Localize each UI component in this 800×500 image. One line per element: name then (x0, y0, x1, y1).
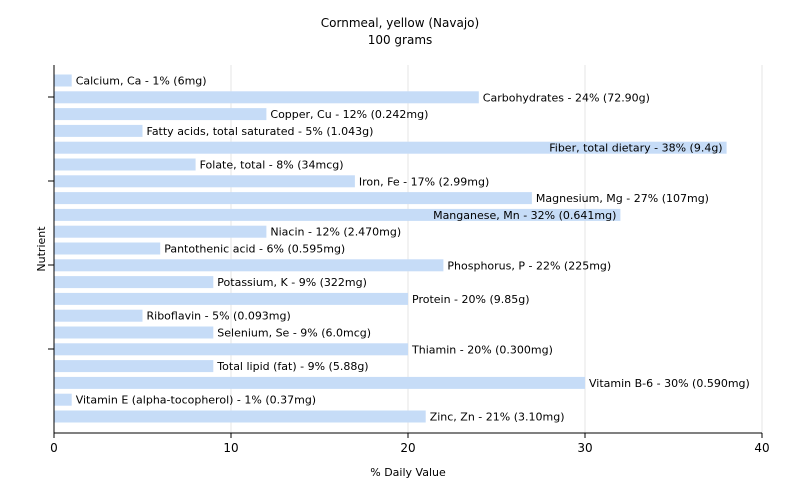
bar-label-4: Fiber, total dietary - 38% (9.4g) (549, 142, 722, 155)
x-tick-label-30: 30 (577, 441, 592, 455)
bar-label-20: Zinc, Zn - 21% (3.10mg) (430, 411, 565, 424)
bar-17 (54, 360, 214, 373)
bar-4 (54, 141, 727, 154)
bar-8 (54, 208, 621, 221)
bar-label-0: Calcium, Ca - 1% (6mg) (76, 75, 207, 88)
bar-10 (54, 242, 161, 255)
bar-6 (54, 175, 355, 188)
bar-13 (54, 292, 408, 305)
bar-label-1: Carbohydrates - 24% (72.90g) (483, 91, 650, 104)
bar-11 (54, 259, 444, 272)
bar-14 (54, 309, 143, 322)
bar-label-19: Vitamin E (alpha-tocopherol) - 1% (0.37m… (76, 394, 316, 407)
bar-label-16: Thiamin - 20% (0.300mg) (411, 343, 553, 356)
bar-label-13: Protein - 20% (9.85g) (412, 293, 530, 306)
chart-title: Cornmeal, yellow (Navajo) (321, 16, 479, 30)
bar-label-9: Niacin - 12% (2.470mg) (270, 226, 401, 239)
bar-label-14: Riboflavin - 5% (0.093mg) (147, 310, 291, 323)
bars: Calcium, Ca - 1% (6mg) Carbohydrates - 24… (54, 74, 750, 424)
x-axis-label: % Daily Value (370, 466, 446, 479)
bar-label-10: Pantothenic acid - 6% (0.595mg) (164, 243, 345, 256)
axes: 0 10 20 30 40 (48, 65, 770, 455)
bar-label-3: Fatty acids, total saturated - 5% (1.043… (147, 125, 374, 138)
x-tick-label-40: 40 (754, 441, 769, 455)
bar-5 (54, 158, 196, 171)
bar-label-11: Phosphorus, P - 22% (225mg) (447, 259, 611, 272)
bar-1 (54, 91, 479, 104)
bar-18 (54, 376, 585, 389)
bar-label-12: Potassium, K - 9% (322mg) (217, 276, 367, 289)
bar-19 (54, 393, 72, 406)
bar-16 (54, 343, 408, 356)
bar-label-6: Iron, Fe - 17% (2.99mg) (359, 175, 489, 188)
bar-label-8: Manganese, Mn - 32% (0.641mg) (433, 209, 616, 222)
bar-label-17: Total lipid (fat) - 9% (5.88g) (216, 360, 368, 373)
x-tick-label-10: 10 (223, 441, 238, 455)
bar-0 (54, 74, 72, 87)
bar-label-18: Vitamin B-6 - 30% (0.590mg) (589, 377, 750, 390)
bar-9 (54, 225, 267, 238)
bar-3 (54, 124, 143, 137)
bar-20 (54, 410, 426, 423)
x-tick-label-0: 0 (50, 441, 58, 455)
bar-label-15: Selenium, Se - 9% (6.0mcg) (217, 327, 371, 340)
chart-subtitle: 100 grams (368, 33, 433, 47)
bar-label-2: Copper, Cu - 12% (0.242mg) (270, 108, 428, 121)
x-tick-label-20: 20 (400, 441, 415, 455)
bar-2 (54, 108, 267, 121)
y-axis-label: Nutrient (35, 226, 48, 272)
grid-lines (230, 65, 763, 433)
bar-7 (54, 192, 532, 205)
bar-label-5: Folate, total - 8% (34mcg) (200, 159, 344, 172)
bar-12 (54, 276, 214, 289)
bar-label-7: Magnesium, Mg - 27% (107mg) (536, 192, 709, 205)
bar-15 (54, 326, 214, 339)
